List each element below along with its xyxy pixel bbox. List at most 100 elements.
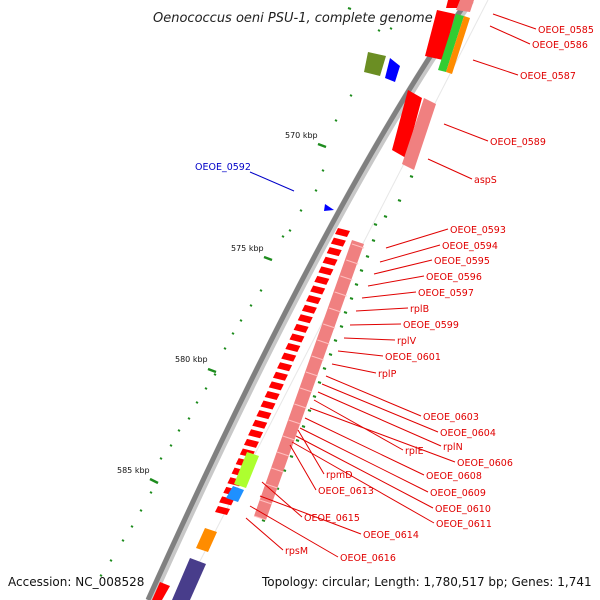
- gene-arrow: [306, 295, 322, 305]
- kbp-label-585: 585 kbp: [117, 466, 150, 475]
- strip-divider: [253, 515, 267, 521]
- gene-label[interactable]: OEOE_0610: [435, 504, 491, 515]
- leader-line: [379, 244, 441, 263]
- gene-arrow: [318, 266, 334, 276]
- leader-line: [309, 407, 456, 463]
- tick-mark: [204, 387, 208, 390]
- accession-text: Accession: NC_008528: [8, 575, 144, 589]
- tick-mark: [177, 429, 181, 432]
- gene-arrow: [293, 323, 309, 333]
- tick-mark: [409, 175, 414, 178]
- leader-line: [492, 13, 537, 30]
- gene-label[interactable]: rplV: [397, 336, 417, 347]
- gene-label[interactable]: OEOE_0604: [440, 428, 496, 439]
- tick-mark: [322, 367, 327, 370]
- strip-divider: [282, 435, 295, 441]
- gene-label[interactable]: OEOE_0603: [423, 412, 479, 423]
- tick-mark: [328, 353, 333, 356]
- tick-mark: [288, 229, 292, 232]
- tick-mark: [339, 325, 344, 328]
- gene-label[interactable]: OEOE_0608: [426, 471, 482, 482]
- leader-line: [355, 307, 409, 312]
- tick-mark: [299, 209, 303, 212]
- gene-arrow: [277, 362, 293, 372]
- gene-block: [402, 98, 436, 170]
- tick-mark: [359, 269, 364, 272]
- leader-line: [245, 517, 284, 551]
- gene-label[interactable]: OEOE_0593: [450, 225, 506, 236]
- gene-label[interactable]: rplE: [405, 446, 424, 457]
- leader-line: [373, 259, 433, 275]
- tick-mark: [312, 395, 317, 398]
- tick-mark: [109, 559, 113, 562]
- gene-label[interactable]: rplB: [410, 304, 429, 315]
- gene-label[interactable]: OEOE_0589: [490, 137, 546, 148]
- strip-divider: [334, 291, 347, 297]
- gene-block: [425, 10, 455, 60]
- gene-label[interactable]: OEOE_0601: [385, 352, 441, 363]
- leader-line: [321, 383, 439, 433]
- tick-mark: [314, 189, 318, 192]
- gene-label[interactable]: rpsM: [285, 546, 308, 557]
- kbp-tick-marks: [99, 7, 414, 577]
- gene-arrow: [322, 256, 338, 266]
- gene-label[interactable]: OEOE_0595: [434, 256, 490, 267]
- kbp-scale: 570 kbp 575 kbp 580 kbp 585 kbp: [117, 131, 327, 485]
- leader-line: [349, 323, 402, 326]
- gene-label[interactable]: OEOE_0596: [426, 272, 482, 283]
- tick-mark: [321, 169, 325, 172]
- gene-label[interactable]: OEOE_0586: [532, 40, 588, 51]
- gene-label[interactable]: aspS: [474, 175, 497, 186]
- tick-mark: [349, 297, 354, 300]
- gene-arrow: [330, 237, 346, 247]
- gene-label[interactable]: OEOE_0614: [363, 530, 419, 541]
- gene-label[interactable]: OEOE_0611: [436, 519, 492, 530]
- gene-label[interactable]: OEOE_0587: [520, 71, 576, 82]
- tick-mark: [333, 339, 338, 342]
- kbp-label-575: 575 kbp: [231, 244, 264, 253]
- gene-arrow: [301, 304, 317, 314]
- tick-mark: [130, 525, 134, 528]
- tick-mark: [139, 509, 143, 512]
- tick-mark: [281, 235, 285, 238]
- gene-label[interactable]: OEOE_0615: [304, 513, 360, 524]
- map-title: Oenococcus oeni PSU-1, complete genome: [153, 11, 433, 26]
- tick-mark: [389, 27, 393, 30]
- gene-arrow: [252, 419, 268, 429]
- gene-label[interactable]: OEOE_0592: [195, 162, 251, 173]
- strip-divider: [323, 323, 336, 329]
- tick-mark: [169, 444, 173, 447]
- tick-mark: [99, 574, 103, 577]
- gene-arrow: [243, 438, 259, 448]
- strip-divider: [340, 275, 353, 281]
- tick-mark: [377, 29, 381, 32]
- tick-mark: [223, 347, 227, 350]
- strip-divider: [299, 387, 313, 393]
- gene-label[interactable]: OEOE_0599: [403, 320, 459, 331]
- gene-label[interactable]: OEOE_0597: [418, 288, 474, 299]
- gene-label[interactable]: rpmD: [326, 470, 353, 481]
- gene-arrow: [297, 314, 313, 324]
- tick-mark: [261, 519, 266, 522]
- leader-line: [299, 427, 429, 493]
- gene-label[interactable]: OEOE_0585: [538, 25, 594, 36]
- strip-divider: [294, 403, 307, 409]
- gene-label[interactable]: OEOE_0616: [340, 553, 396, 564]
- gene-label[interactable]: rplN: [443, 442, 463, 453]
- gene-label[interactable]: OEOE_0609: [430, 488, 486, 499]
- gene-arrow: [326, 247, 342, 257]
- strip-divider: [265, 483, 278, 489]
- gene-arrow: [281, 352, 297, 362]
- gene-label[interactable]: OEOE_0613: [318, 486, 374, 497]
- tick-mark: [149, 491, 153, 494]
- tick-mark: [373, 223, 378, 226]
- strip-divider: [276, 451, 290, 457]
- leader-line: [297, 429, 325, 475]
- leader-line: [443, 123, 489, 142]
- tick-mark: [295, 439, 300, 442]
- leader-line: [472, 59, 519, 76]
- gene-label[interactable]: rplP: [378, 369, 397, 380]
- gene-label[interactable]: OEOE_0606: [457, 458, 513, 469]
- tick-mark: [307, 409, 312, 412]
- gene-label[interactable]: OEOE_0594: [442, 241, 498, 252]
